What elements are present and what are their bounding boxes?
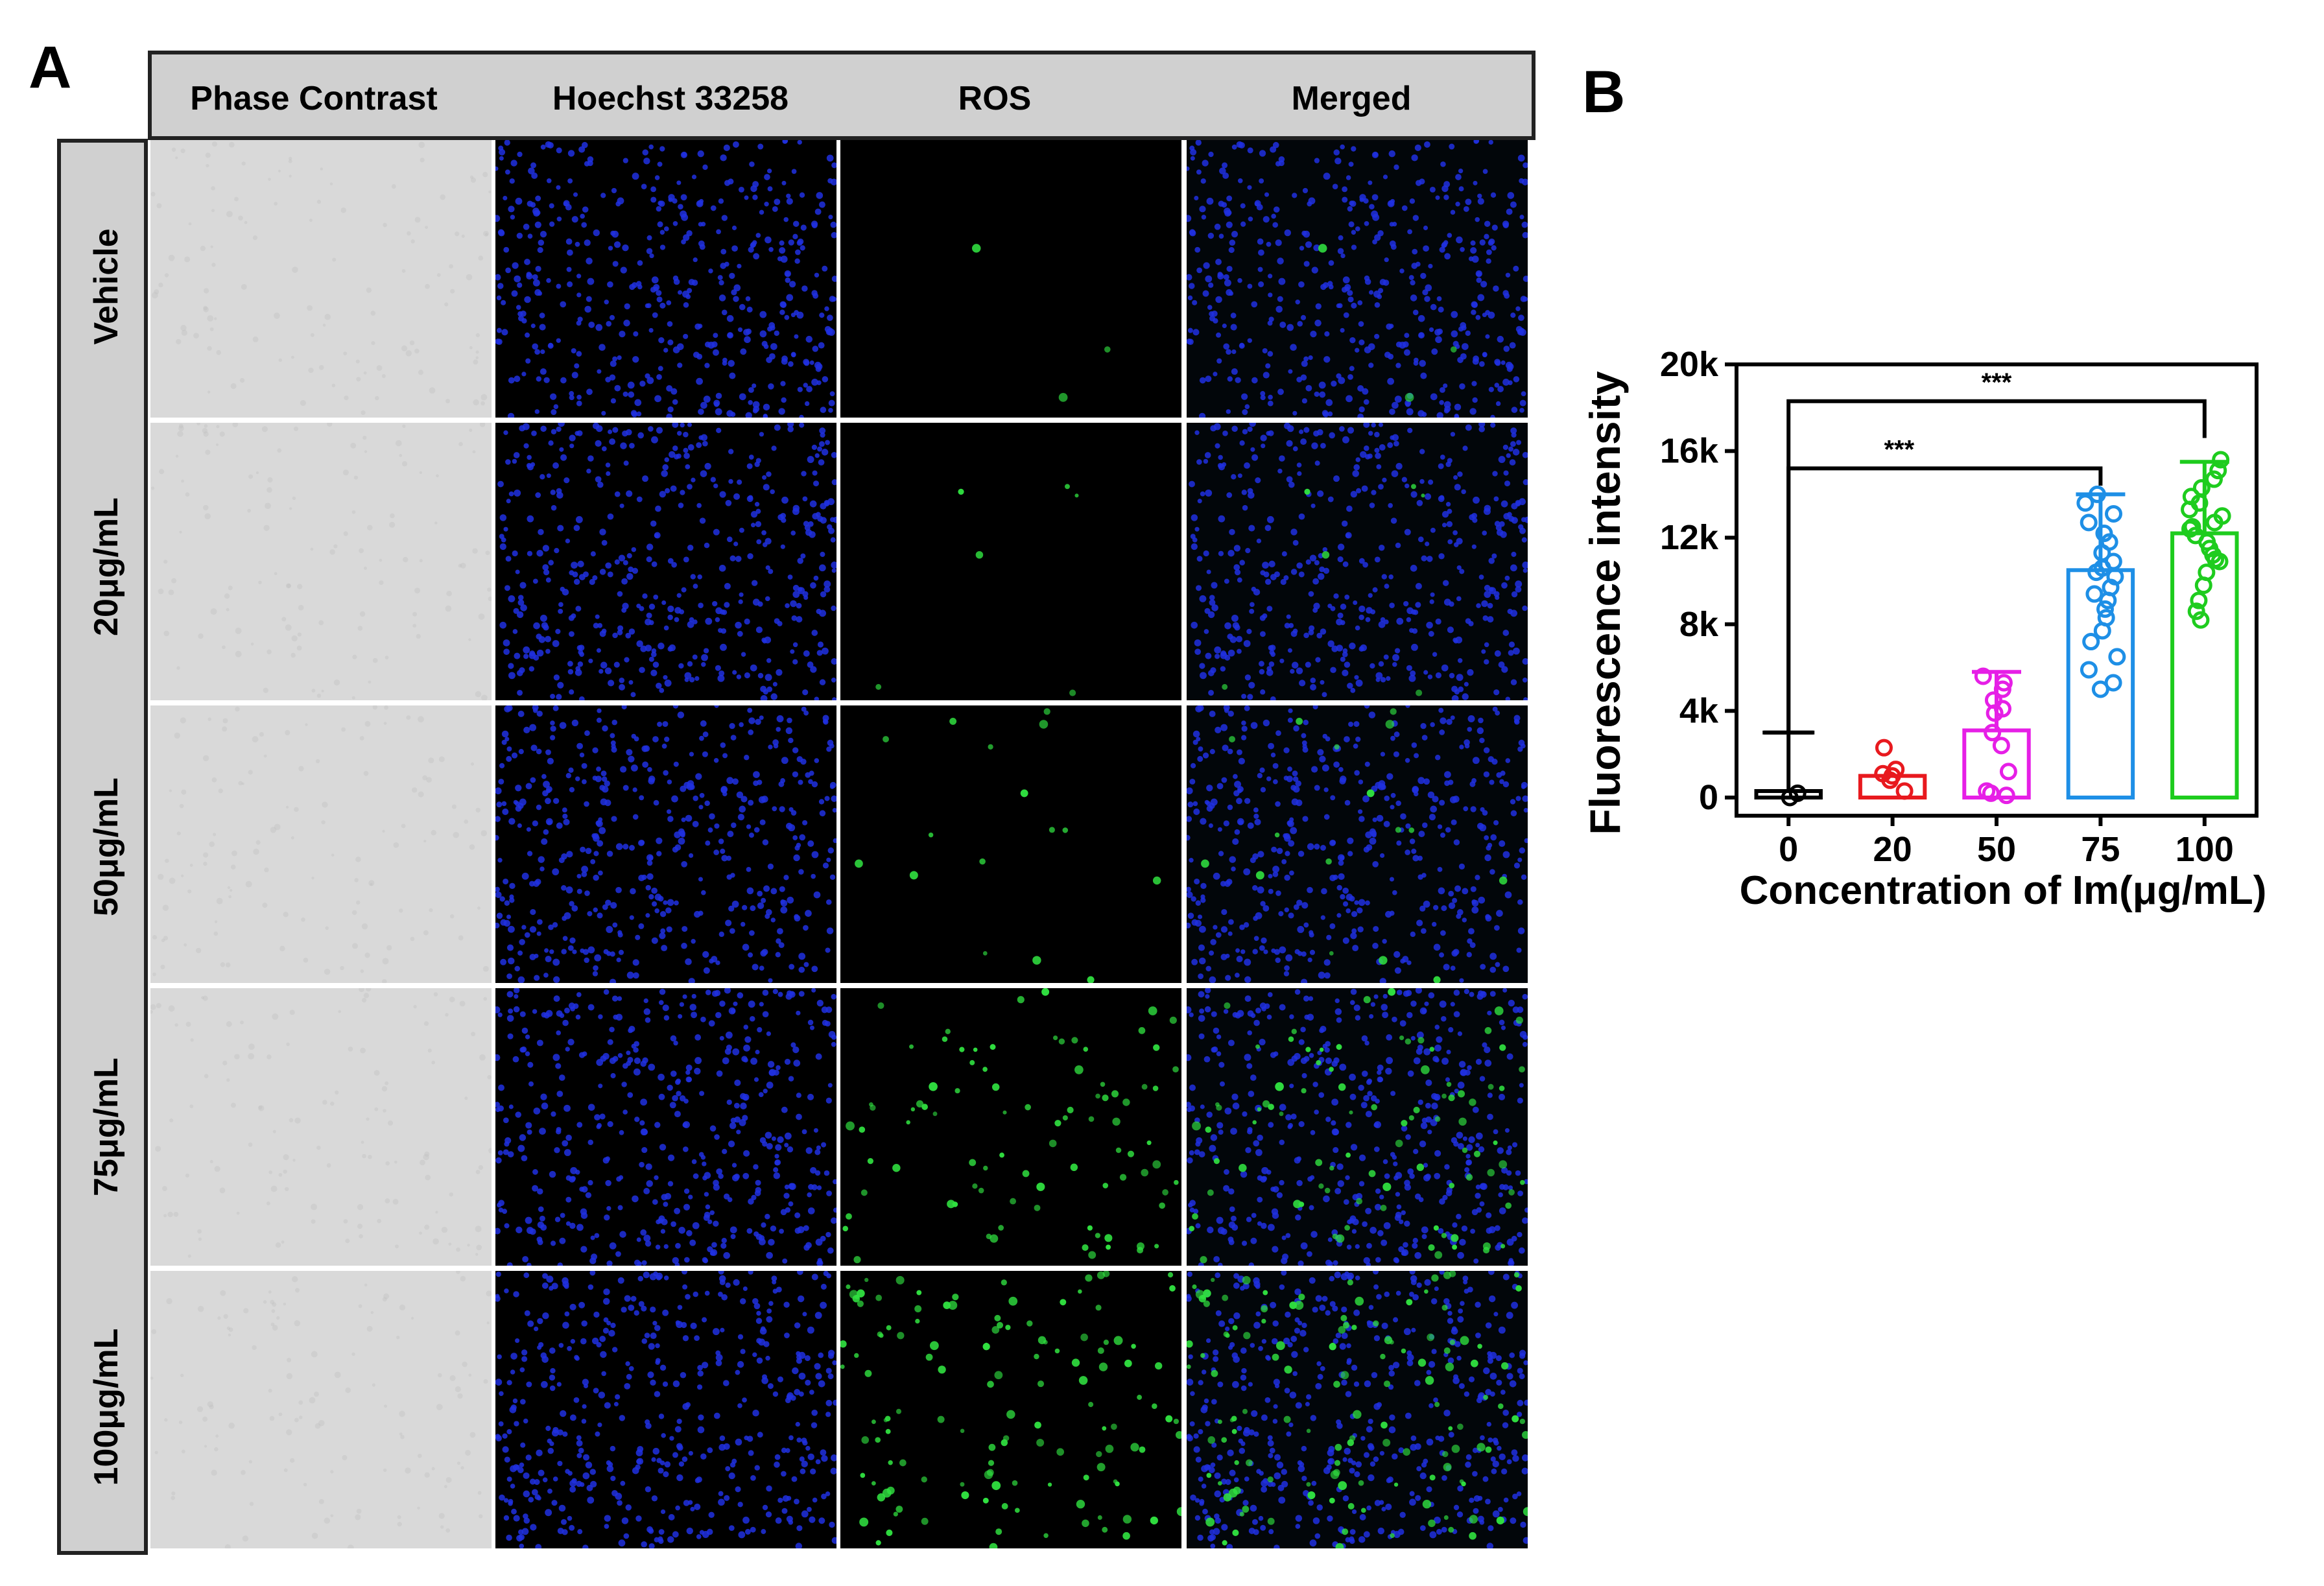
data-point-75 — [2085, 585, 2104, 603]
bar-chart: 0 4k 8k 12k 16k 20k 0 20 50 75 100 *** *** Fluorescen… — [1581, 345, 2267, 913]
row-header-bar: Vehicle 20μg/mL 50μg/mL 75μg/mL 100μg/mL — [57, 139, 148, 1555]
data-point-100 — [2198, 563, 2216, 582]
data-point-50 — [1982, 784, 2000, 802]
data-point-75 — [2108, 648, 2126, 666]
x-tick-label-50: 50 — [1977, 830, 2016, 869]
y-tick-label: 12k — [1660, 518, 1719, 557]
bar-100 — [2170, 531, 2239, 799]
micrograph-merged-row-5 — [1187, 1271, 1528, 1548]
data-point-20 — [1895, 782, 1914, 800]
x-tick-label-75: 75 — [2081, 830, 2120, 869]
data-point-100 — [2181, 520, 2199, 538]
micrograph-merged-row-1 — [1187, 140, 1528, 418]
x-tick-label-100: 100 — [2176, 830, 2234, 869]
data-point-50 — [1995, 674, 2013, 692]
data-point-75 — [2104, 552, 2122, 571]
significance-label: *** — [1884, 435, 1914, 464]
micrograph-ros-row-1 — [840, 140, 1181, 418]
micrograph-hoechst-row-2 — [495, 423, 836, 700]
micrograph-ros-row-2 — [840, 423, 1181, 700]
micrograph-ros-row-4 — [840, 988, 1181, 1266]
micrograph-phase-row-4 — [150, 988, 492, 1266]
data-point-75 — [2088, 485, 2106, 503]
panel-a-letter: A — [29, 34, 72, 101]
micrograph-hoechst-row-1 — [495, 140, 836, 418]
data-point-20 — [1875, 739, 1893, 757]
y-tick-label: 0 — [1699, 778, 1718, 817]
row-label-20: 20μg/mL — [88, 497, 125, 636]
data-point-50 — [1974, 667, 1992, 685]
y-tick-label: 16k — [1660, 432, 1719, 471]
data-point-50 — [1999, 763, 2017, 781]
data-point-100 — [2192, 479, 2211, 497]
row-label-vehicle: Vehicle — [88, 228, 125, 345]
x-tick-label-20: 20 — [1873, 830, 1912, 869]
data-point-50 — [1992, 737, 2010, 755]
column-label-merged: Merged — [1291, 80, 1412, 117]
row-label-75: 75μg/mL — [88, 1058, 125, 1196]
data-point-75 — [2076, 494, 2094, 512]
significance-bracket — [1786, 399, 2207, 733]
data-point-75 — [2096, 600, 2114, 618]
x-tick-label-0: 0 — [1779, 830, 1798, 869]
micrograph-merged-row-4 — [1187, 988, 1528, 1266]
data-point-50 — [1993, 700, 2011, 718]
column-label-ros: ROS — [958, 80, 1032, 117]
micrograph-hoechst-row-3 — [495, 705, 836, 983]
y-tick-label: 4k — [1679, 691, 1719, 730]
micrograph-hoechst-row-4 — [495, 988, 836, 1266]
row-label-100: 100μg/mL — [88, 1328, 125, 1486]
micrograph-phase-row-5 — [150, 1271, 492, 1548]
micrograph-merged-row-3 — [1187, 705, 1528, 983]
column-header-bar: Phase Contrast Hoechst 33258 ROS Merged — [148, 51, 1536, 140]
y-tick-label: 8k — [1679, 605, 1719, 644]
data-point-100 — [2190, 591, 2208, 610]
data-point-75 — [2097, 609, 2115, 627]
micrograph-phase-row-2 — [150, 423, 492, 700]
row-label-50: 50μg/mL — [88, 777, 125, 916]
data-point-100 — [2183, 518, 2201, 536]
column-label-hoechst: Hoechst 33258 — [552, 80, 789, 117]
data-point-50 — [1997, 787, 2015, 805]
significance-label: *** — [1982, 368, 2012, 397]
column-label-phase-contrast: Phase Contrast — [190, 80, 438, 117]
data-point-75 — [2080, 661, 2098, 679]
micrograph-phase-row-3 — [150, 705, 492, 983]
data-point-100 — [2213, 507, 2231, 525]
y-tick-label: 20k — [1660, 345, 1719, 384]
data-point-100 — [2209, 462, 2227, 480]
y-axis-label: Fluorescence intensity — [1581, 371, 1629, 835]
data-point-100 — [2182, 488, 2200, 506]
data-point-75 — [2104, 674, 2122, 692]
data-point-75 — [2087, 563, 2105, 582]
data-point-100 — [2187, 602, 2205, 621]
data-point-0 — [1788, 784, 1807, 802]
data-point-75 — [2082, 633, 2100, 651]
x-axis-label: Concentration of Im(μg/mL) — [1740, 868, 2267, 913]
micrograph-hoechst-row-5 — [495, 1271, 836, 1548]
data-point-50 — [1984, 691, 2002, 709]
significance-bracket — [1786, 466, 2103, 733]
micrograph-phase-row-1 — [150, 140, 492, 418]
data-point-20 — [1883, 767, 1901, 785]
data-point-100 — [2192, 611, 2210, 629]
data-point-75 — [2104, 504, 2122, 523]
data-point-75 — [2095, 525, 2113, 543]
plot-frame — [1735, 362, 2259, 818]
panel-b-letter: B — [1582, 59, 1626, 125]
data-point-100 — [2205, 470, 2223, 488]
data-point-75 — [2100, 533, 2118, 551]
micrograph-ros-row-5 — [840, 1271, 1181, 1548]
data-point-100 — [2207, 550, 2225, 569]
micrograph-ros-row-3 — [840, 705, 1181, 983]
data-point-100 — [2212, 451, 2230, 469]
micrograph-merged-row-2 — [1187, 423, 1528, 700]
data-point-75 — [2080, 514, 2098, 532]
data-point-50 — [1984, 724, 2002, 742]
